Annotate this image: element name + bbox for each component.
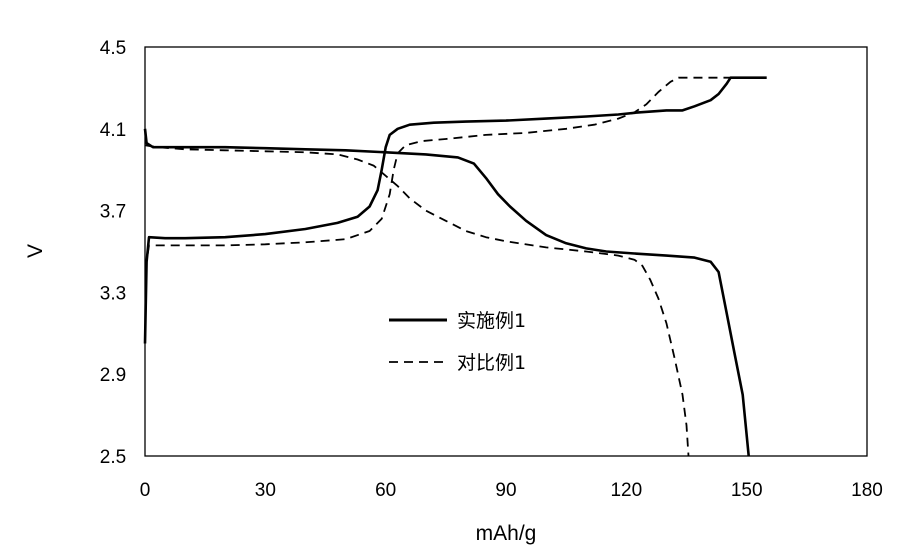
x-tick-label: 0	[140, 480, 151, 501]
x-tick-label: 120	[610, 480, 642, 501]
series-2-charge-line	[144, 76, 735, 344]
series-1-charge-line	[143, 76, 767, 344]
y-tick-label: 3.7	[100, 202, 126, 223]
y-tick-label: 4.1	[100, 120, 126, 141]
y-tick-label: 4.5	[100, 38, 126, 59]
y-tick-label: 2.5	[100, 447, 126, 468]
x-axis-label: mAh/g	[476, 522, 537, 545]
y-tick-label: 3.3	[100, 283, 126, 304]
y-axis-label: V	[24, 244, 47, 258]
x-tick-label: 150	[731, 480, 763, 501]
legend: 实施例1 对比例1	[389, 310, 526, 374]
x-tick-label: 60	[375, 480, 396, 501]
legend-label-series-2: 对比例1	[457, 352, 526, 374]
x-tick-label: 90	[495, 480, 516, 501]
series-2-discharge-line	[144, 144, 690, 457]
y-tick-labels: 2.5 2.9 3.3 3.7 4.1 4.5	[100, 38, 126, 468]
plot-frame	[144, 46, 868, 457]
series-layer	[143, 76, 767, 457]
x-tick-labels: 0 30 60 90 120 150 180	[140, 480, 883, 501]
x-tick-label: 30	[255, 480, 276, 501]
y-tick-label: 2.9	[100, 365, 126, 386]
x-tick-label: 180	[851, 480, 883, 501]
series-1-discharge-line	[143, 128, 750, 457]
legend-label-series-1: 实施例1	[457, 310, 526, 332]
